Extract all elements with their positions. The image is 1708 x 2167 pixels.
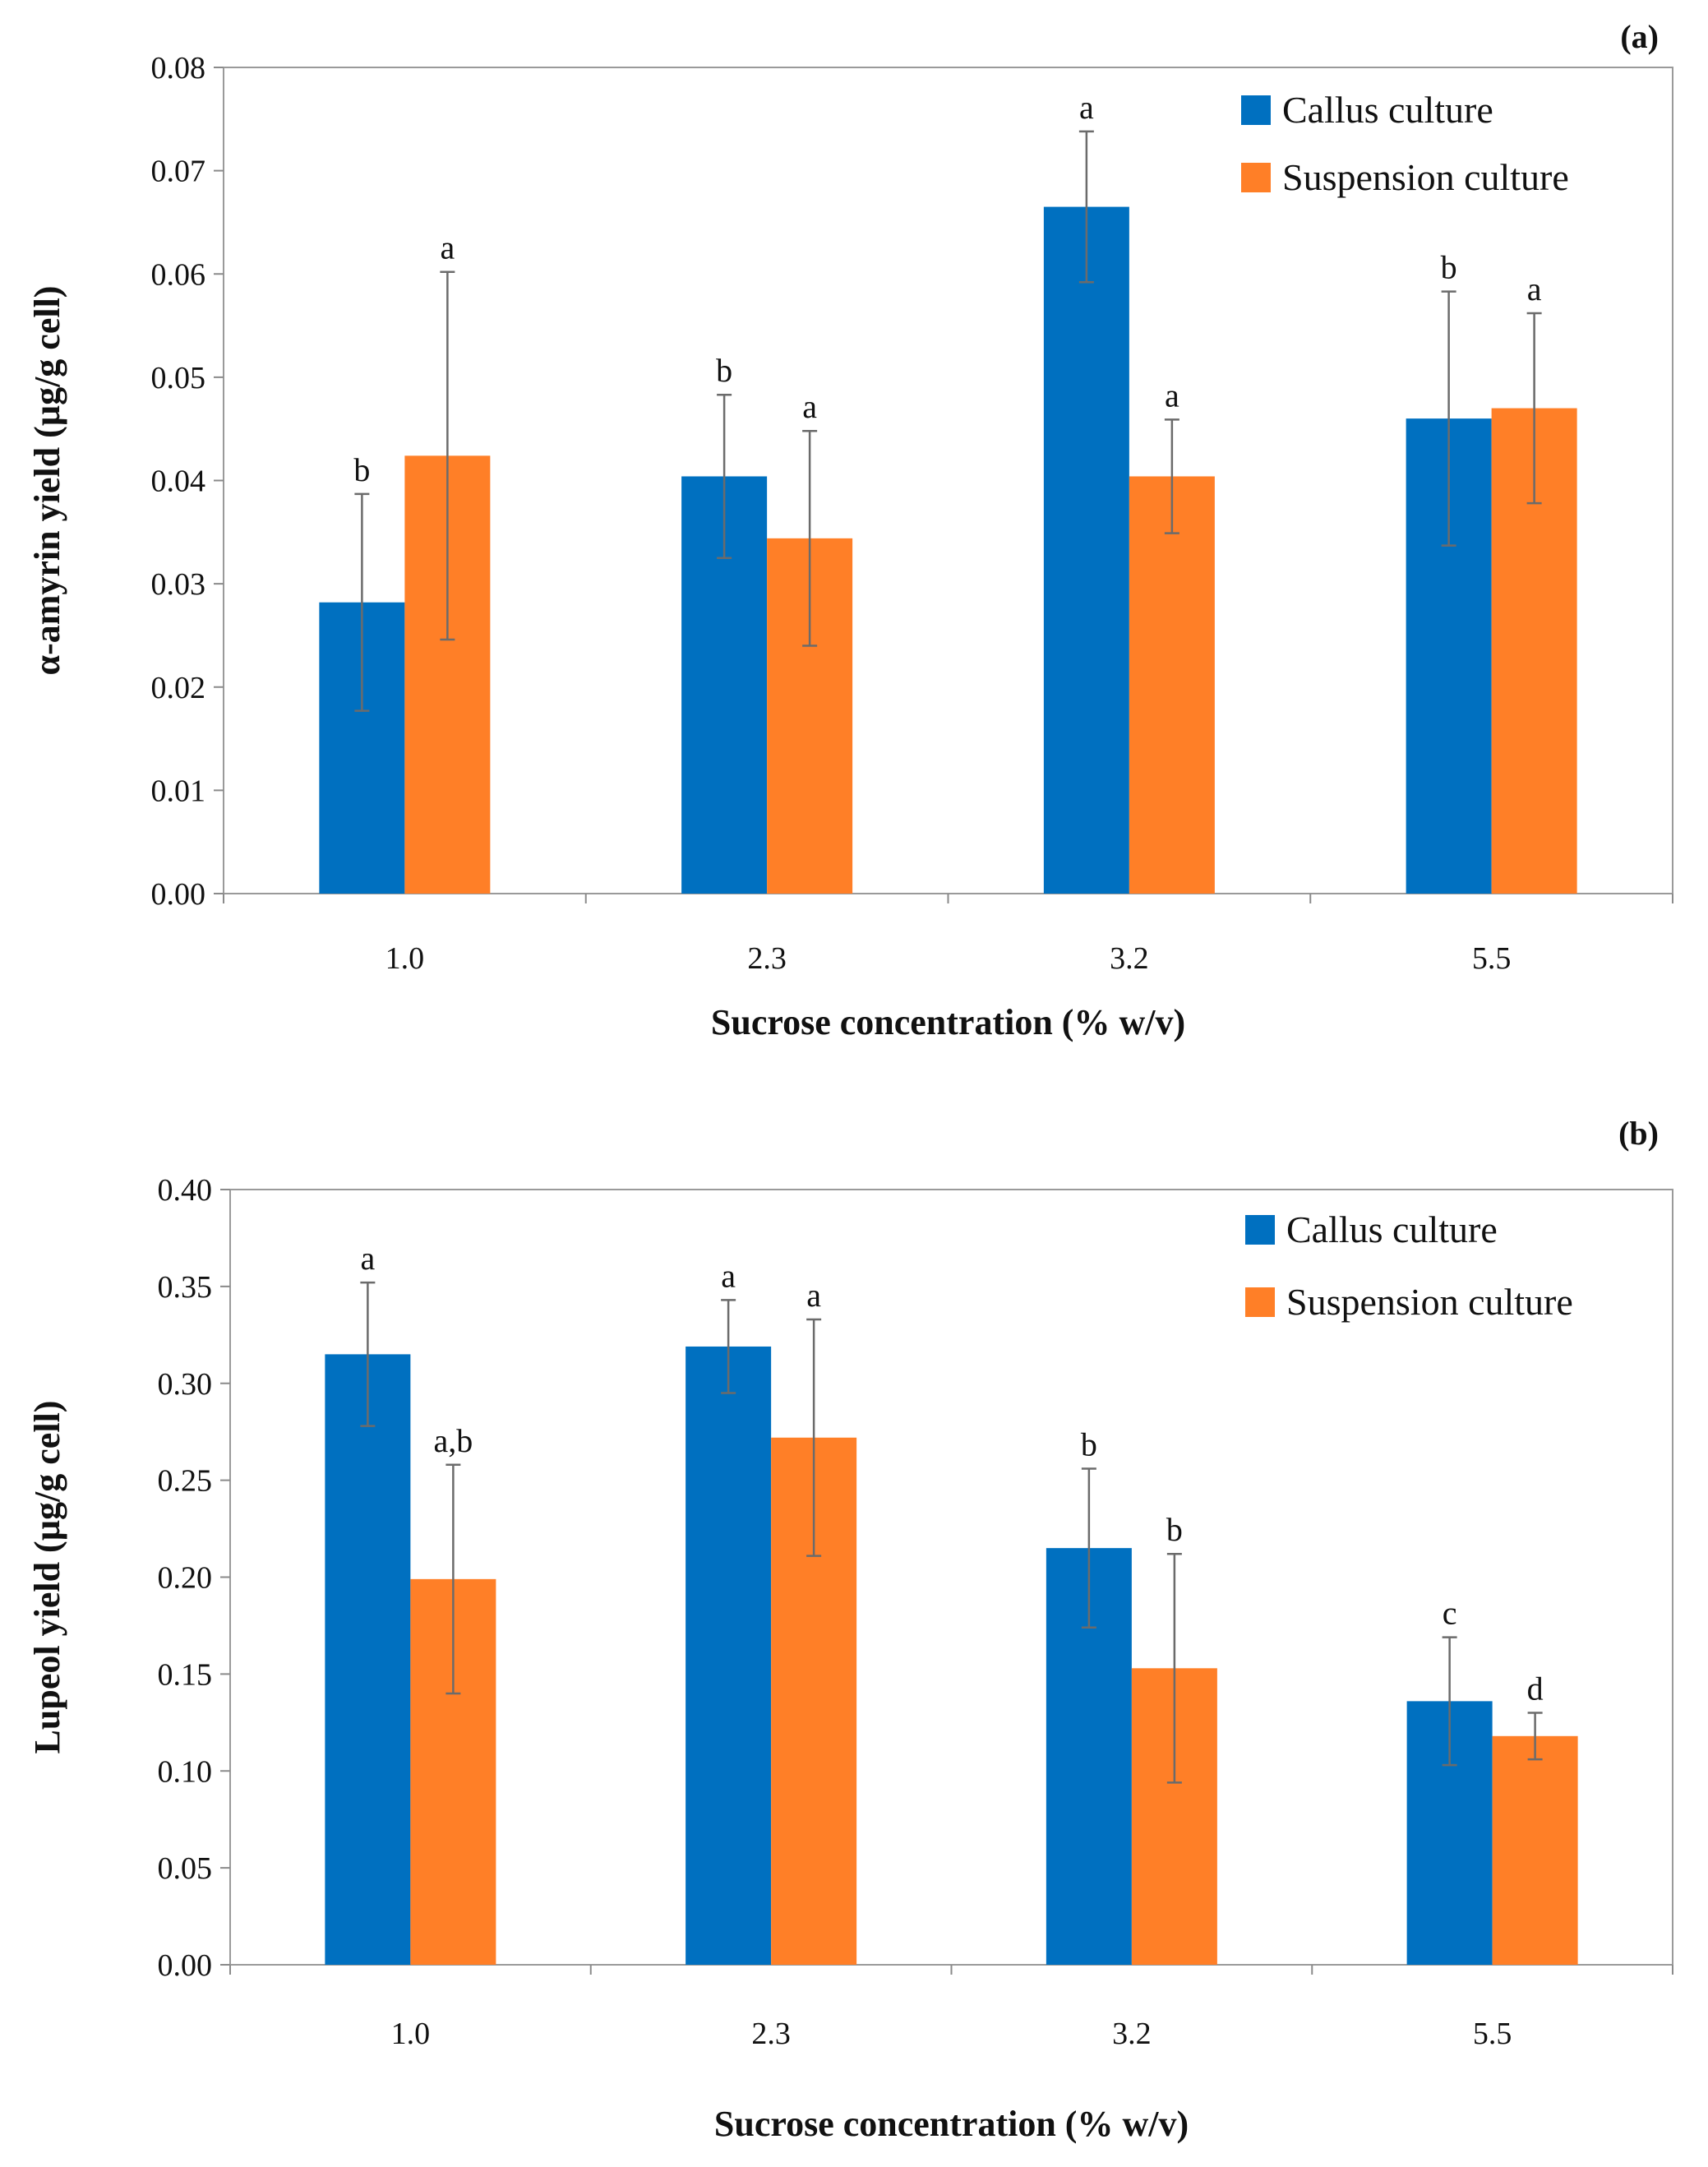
chart-panel-2: 0.00 0.05 0.10 0.15 0.20 0.25 0.30 0.35 0.40 a a,b…	[27, 1115, 1673, 2144]
significance-letter: b	[1441, 249, 1457, 286]
significance-letter: a	[802, 388, 817, 425]
y-tick-label: 0.00	[158, 1948, 213, 1983]
legend-swatch	[1245, 1215, 1275, 1245]
significance-letter: a	[721, 1257, 736, 1294]
category-label: 5.5	[1472, 941, 1512, 976]
legend-swatch	[1241, 95, 1271, 125]
y-tick-label: 0.00	[151, 877, 206, 912]
y-tick-label: 0.20	[158, 1561, 213, 1596]
y-tick-label: 0.02	[151, 671, 206, 705]
legend-label: Callus culture	[1286, 1208, 1498, 1250]
significance-letter: c	[1443, 1595, 1457, 1632]
bar-suspension-3.2	[1129, 476, 1215, 894]
x-axis-title: Sucrose concentration (% w/v)	[714, 2104, 1189, 2144]
y-tick-label: 0.01	[151, 774, 206, 808]
y-tick-label: 0.06	[151, 257, 206, 292]
category-label: 5.5	[1473, 2017, 1512, 2051]
y-axis-title: Lupeol yield (µg/g cell)	[27, 1401, 67, 1754]
y-tick-label: 0.07	[151, 155, 206, 189]
y-tick-label: 0.15	[158, 1657, 213, 1692]
legend-swatch	[1241, 163, 1271, 192]
legend-label: Callus culture	[1282, 89, 1493, 131]
panel-label: (a)	[1620, 18, 1659, 55]
y-tick-label: 0.04	[151, 464, 206, 499]
y-tick-label: 0.40	[158, 1173, 213, 1208]
significance-letter: a	[806, 1277, 821, 1314]
y-tick-label: 0.10	[158, 1754, 213, 1789]
significance-letter: b	[1166, 1511, 1183, 1548]
category-label: 3.2	[1110, 941, 1149, 976]
x-axis-title: Sucrose concentration (% w/v)	[711, 1002, 1185, 1042]
category-label: 3.2	[1112, 2017, 1152, 2051]
significance-letter: a	[440, 229, 455, 266]
significance-letter: b	[716, 352, 732, 389]
significance-letter: b	[353, 451, 370, 488]
legend-label: Suspension culture	[1286, 1281, 1573, 1323]
category-label: 2.3	[751, 2017, 791, 2051]
y-axis-title: α-amyrin yield (µg/g cell)	[27, 286, 67, 676]
bar-suspension-5.5	[1492, 1735, 1578, 1965]
significance-letter: a	[1079, 89, 1094, 126]
significance-letter: a	[1527, 270, 1542, 307]
chart-panel-1: 0.00 0.01 0.02 0.03 0.04 0.05 0.06 0.07 0.08 b a 1.…	[27, 18, 1673, 1042]
significance-letter: d	[1527, 1670, 1544, 1707]
y-tick-label: 0.30	[158, 1367, 213, 1402]
significance-letter: a,b	[433, 1422, 473, 1459]
significance-letter: a	[360, 1240, 375, 1277]
significance-letter: b	[1081, 1425, 1097, 1462]
legend-label: Suspension culture	[1282, 156, 1569, 198]
bar-callus-2.3	[686, 1346, 772, 1965]
y-tick-label: 0.05	[158, 1851, 213, 1886]
y-tick-label: 0.05	[151, 361, 206, 395]
category-label: 1.0	[385, 941, 425, 976]
category-label: 2.3	[747, 941, 787, 976]
y-tick-label: 0.03	[151, 567, 206, 602]
category-label: 1.0	[391, 2017, 431, 2051]
y-tick-label: 0.35	[158, 1270, 213, 1305]
y-tick-label: 0.25	[158, 1464, 213, 1499]
panel-label: (b)	[1618, 1115, 1659, 1152]
bar-callus-1.0	[325, 1354, 411, 1965]
legend-swatch	[1245, 1287, 1275, 1317]
y-tick-label: 0.08	[151, 51, 206, 85]
bar-callus-3.2	[1043, 206, 1129, 894]
significance-letter: a	[1165, 377, 1179, 414]
